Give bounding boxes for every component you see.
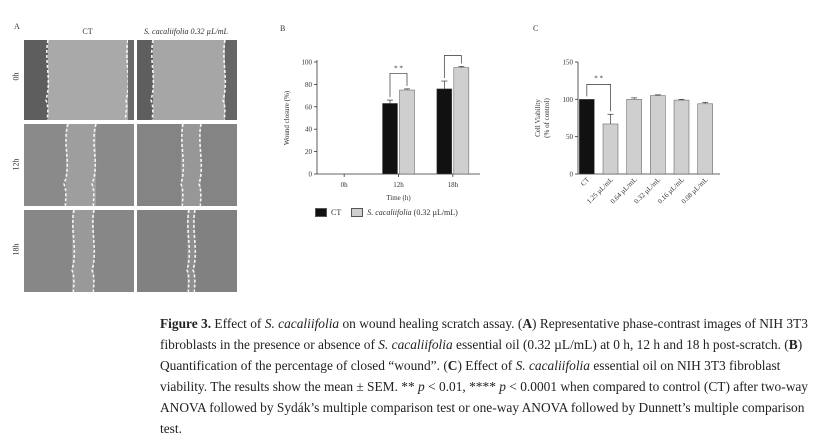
- bar: [436, 88, 453, 175]
- y-axis-label: (% of control): [543, 98, 551, 138]
- caption-text: essential oil (0.32 µL/mL) at 0 h, 12 h …: [452, 337, 789, 352]
- y-tick-label: 20: [305, 148, 313, 156]
- significance-bracket: [389, 73, 408, 98]
- significance-label: * *: [594, 74, 603, 82]
- y-tick-label: 0: [570, 171, 574, 179]
- bar: [650, 95, 666, 175]
- caption-label: Figure 3.: [160, 316, 212, 331]
- bar: [382, 103, 398, 175]
- micrograph-ct-0h: [24, 40, 134, 120]
- x-tick-label: 12h: [393, 181, 404, 189]
- panel-a-col-treated: S. cacaliifolia 0.32 µL/mL: [144, 27, 228, 36]
- caption-species: S. cacaliifolia: [264, 316, 340, 331]
- y-tick-label: 60: [305, 103, 313, 111]
- chart-b-legend: CT S. cacaliifolia (0.32 µL/mL): [315, 208, 458, 217]
- caption-text: < 0.01, ****: [424, 379, 500, 394]
- significance-bracket: [586, 84, 611, 112]
- panel-a-row-0h: 0h: [11, 72, 21, 81]
- panel-b-letter: B: [280, 24, 286, 33]
- y-tick-label: 100: [302, 59, 313, 67]
- micrograph-ct-12h: [24, 124, 134, 206]
- caption-species: S. cacaliifolia: [378, 337, 453, 352]
- significance-bracket: [443, 55, 462, 79]
- micrograph-treated-0h: [137, 40, 237, 120]
- caption-text: Effect of: [211, 316, 265, 331]
- y-tick-label: 50: [566, 133, 574, 141]
- x-tick-label: 0h: [341, 181, 349, 189]
- x-tick-label: 18h: [448, 181, 459, 189]
- micrograph-treated-18h: [137, 210, 237, 292]
- y-tick-label: 100: [563, 96, 574, 104]
- caption-ref-a: A: [522, 316, 533, 331]
- panel-a-row-18h: 18h: [11, 243, 21, 256]
- bar: [579, 99, 595, 175]
- figure-caption: Figure 3. Effect of S. cacaliifolia on w…: [160, 313, 820, 439]
- significance-label: * * * *: [443, 50, 463, 55]
- legend-swatch-ct: [315, 208, 327, 217]
- legend-label-ct: CT: [331, 208, 342, 217]
- panel-c-letter: C: [533, 24, 539, 33]
- caption-p: p: [418, 379, 425, 394]
- caption-ref-b: B: [788, 337, 798, 352]
- y-tick-label: 0: [309, 171, 313, 179]
- significance-label: * *: [394, 64, 403, 72]
- panel-a-letter: A: [14, 22, 20, 31]
- caption-text: < 0.0001 when compared to control (CT) a…: [160, 379, 809, 436]
- bar: [626, 99, 642, 175]
- panel-a-col-ct: CT: [82, 27, 93, 36]
- x-tick-label: CT: [579, 175, 591, 187]
- legend-label-treated: S. cacaliifolia (0.32 µL/mL): [367, 208, 458, 217]
- caption-text: ) Representative phase-contrast images o…: [160, 316, 808, 352]
- bar: [399, 89, 415, 175]
- bar: [697, 103, 713, 175]
- chart-wound-closure: 0 20 40 60 80 100 Wound closure (%) 0h 12h 18h Tim…: [283, 50, 480, 202]
- x-axis-label: Time (h): [386, 194, 411, 202]
- caption-text: ) Quantification of the percentage of cl…: [160, 337, 803, 373]
- micrograph-ct-18h: [24, 210, 134, 292]
- y-tick-label: 80: [305, 81, 313, 89]
- micrograph-treated-12h: [137, 124, 237, 206]
- y-axis-label: Wound closure (%): [283, 90, 291, 145]
- caption-text: on wound healing scratch assay. (: [339, 316, 523, 331]
- panel-a-row-12h: 12h: [11, 158, 21, 171]
- caption-ref-c: C: [447, 358, 458, 373]
- legend-swatch-treated: [351, 208, 364, 217]
- y-tick-label: 40: [305, 126, 313, 134]
- bar: [453, 67, 470, 175]
- caption-text: essential oil on NIH 3T3 fibroblast viab…: [160, 358, 781, 394]
- y-axis-label: Cell Viability: [534, 99, 542, 137]
- bar: [602, 123, 619, 175]
- caption-p: p: [499, 379, 506, 394]
- y-tick-label: 150: [563, 59, 574, 67]
- caption-species: S. cacaliifolia: [515, 358, 590, 373]
- bar: [673, 99, 690, 175]
- caption-text: ) Effect of: [457, 358, 516, 373]
